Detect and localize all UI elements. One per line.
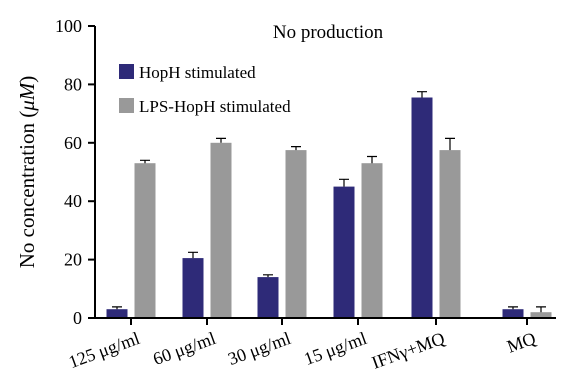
axes-layer <box>94 26 556 319</box>
legend-swatch-hoph <box>119 64 134 79</box>
bar-hoph-0 <box>106 309 128 318</box>
bar-lps-hoph-5 <box>530 312 552 318</box>
error-bar-lps-hoph-0 <box>140 159 150 164</box>
legend-swatch-lps-hoph <box>119 98 134 113</box>
bar-lps-hoph-3 <box>361 163 383 318</box>
error-bar-lps-hoph-4 <box>445 137 455 151</box>
legend: HopH stimulated LPS-HopH stimulated <box>119 63 291 116</box>
x-tick-label-4: IFNγ+MQ <box>369 328 447 373</box>
bar-hoph-3 <box>333 186 355 318</box>
legend-label-lps-hoph: LPS-HopH stimulated <box>139 97 291 116</box>
bar-lps-hoph-0 <box>134 163 156 318</box>
error-bar-hoph-0 <box>112 306 122 310</box>
bar-lps-hoph-2 <box>285 150 307 318</box>
x-tick-label-0: 125 μg/ml <box>66 328 143 372</box>
bars-layer <box>106 97 552 318</box>
bar-hoph-2 <box>257 277 279 318</box>
legend-label-hoph: HopH stimulated <box>139 63 256 82</box>
y-tick-label-3: 60 <box>64 133 82 153</box>
y-tick-label-0: 0 <box>73 308 82 328</box>
bar-hoph-5 <box>502 309 524 318</box>
y-tick-label-1: 20 <box>64 250 82 270</box>
x-tick-label-5: MQ <box>504 328 538 357</box>
bar-hoph-4 <box>411 97 433 318</box>
y-axis-label: No concentration (μM) <box>15 76 39 269</box>
error-bar-hoph-2 <box>263 274 273 278</box>
error-bar-lps-hoph-5 <box>536 306 546 313</box>
chart-title: No production <box>273 22 384 43</box>
error-bar-hoph-3 <box>339 178 349 187</box>
x-tick-label-1: 60 μg/ml <box>150 328 218 369</box>
x-tick-label-3: 15 μg/ml <box>301 328 369 369</box>
error-bar-hoph-1 <box>188 251 198 259</box>
bar-hoph-1 <box>182 258 204 318</box>
error-bars-layer <box>112 91 546 313</box>
error-bar-hoph-4 <box>417 91 427 98</box>
y-ticks-layer: 0 20 40 60 80 100 <box>55 16 95 328</box>
bar-lps-hoph-1 <box>210 142 232 318</box>
y-tick-label-5: 100 <box>55 16 82 36</box>
x-ticks-layer: 125 μg/ml 60 μg/ml 30 μg/ml 15 μg/ml IFNγ+MQ… <box>66 318 538 373</box>
error-bar-lps-hoph-2 <box>291 146 301 151</box>
error-bar-hoph-5 <box>508 306 518 310</box>
error-bar-lps-hoph-1 <box>216 137 226 143</box>
bar-lps-hoph-4 <box>439 150 461 318</box>
error-bar-lps-hoph-3 <box>367 155 377 164</box>
y-tick-label-2: 40 <box>64 191 82 211</box>
y-tick-label-4: 80 <box>64 74 82 94</box>
x-tick-label-2: 30 μg/ml <box>225 328 293 369</box>
